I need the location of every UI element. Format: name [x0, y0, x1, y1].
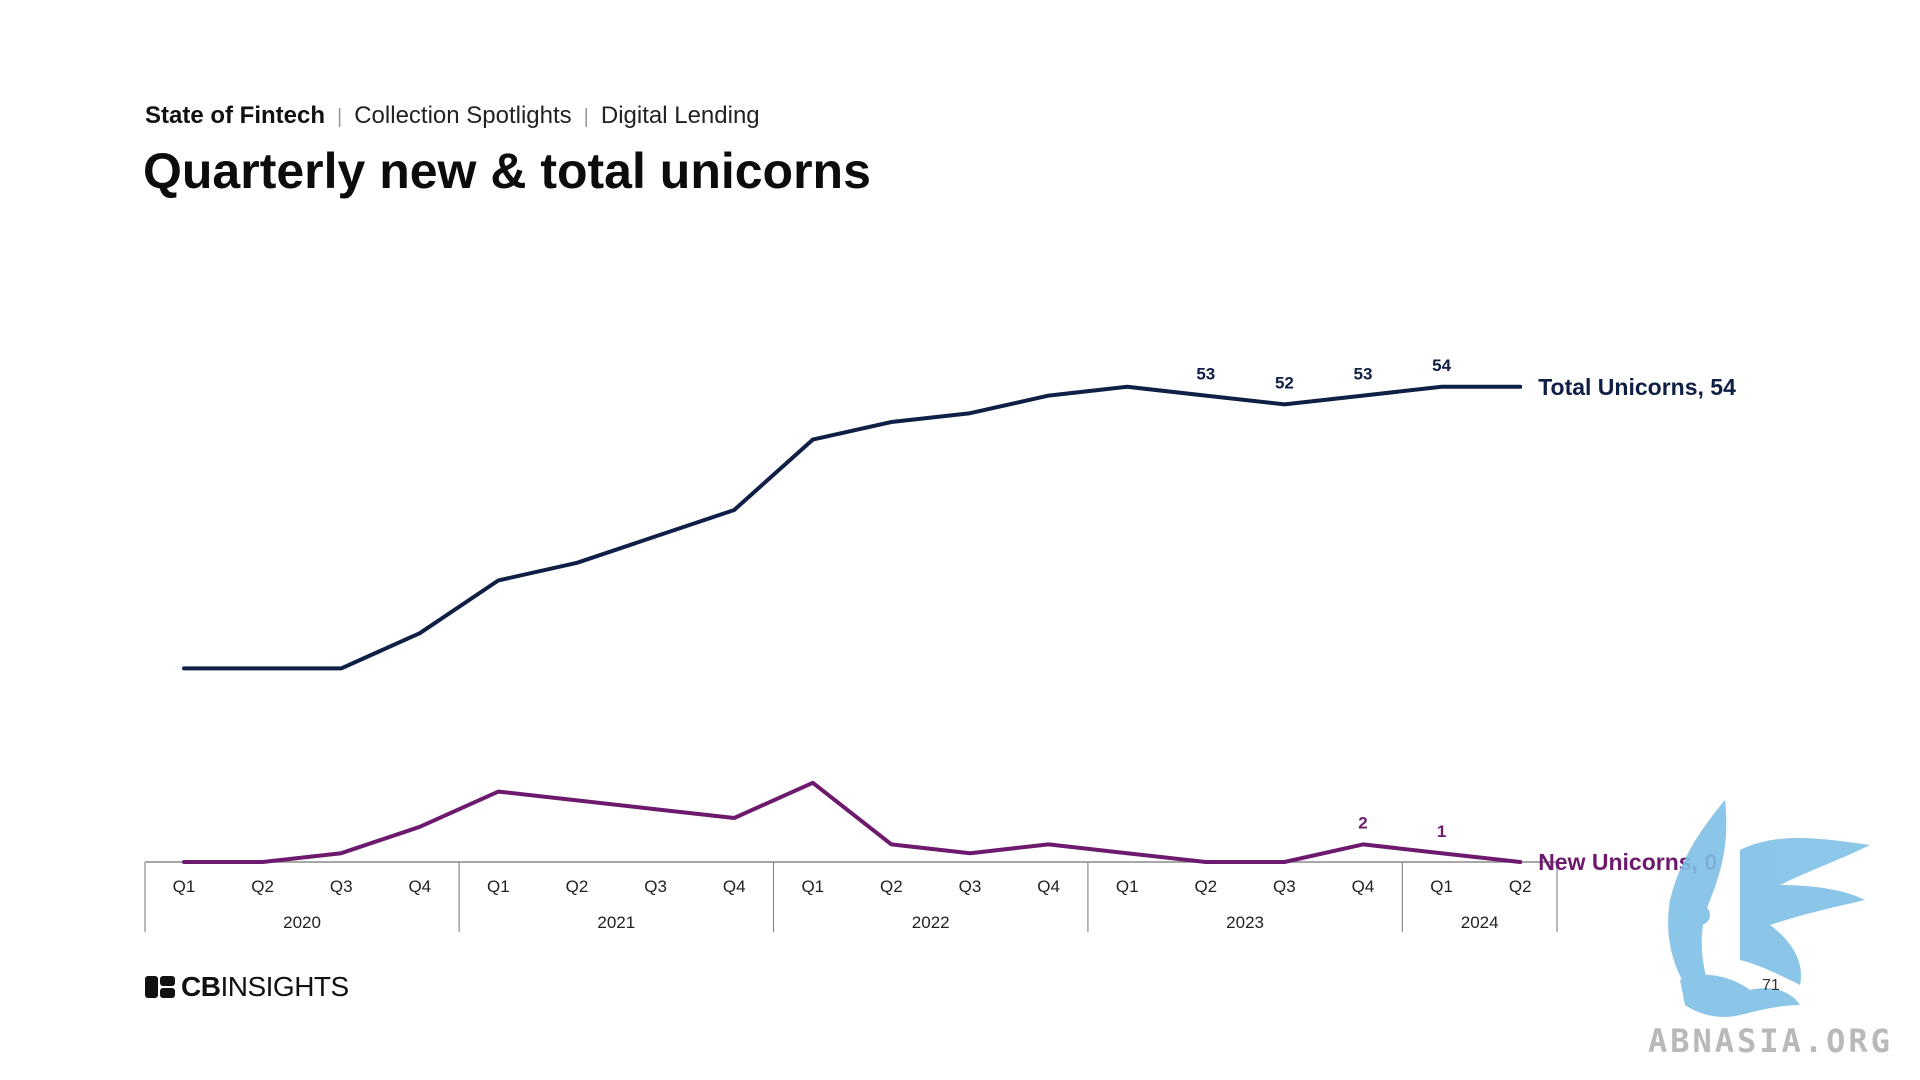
x-tick-label: Q1 [487, 877, 510, 896]
cb-insights-icon [145, 976, 175, 998]
brand-name-bold: CB [181, 971, 221, 1002]
new-unicorns-data-label: 1 [1437, 822, 1446, 841]
year-group-label: 2022 [912, 913, 950, 932]
total-unicorns-line [182, 384, 1523, 671]
breadcrumb-item-digital-lending: Digital Lending [600, 102, 760, 129]
year-group-label: 2021 [597, 913, 635, 932]
year-group-label: 2023 [1226, 913, 1264, 932]
brand-name: CBINSIGHTS [181, 972, 349, 1002]
total-unicorns-data-label: 53 [1196, 365, 1215, 384]
x-tick-label: Q1 [1116, 877, 1139, 896]
total-unicorns-data-label: 54 [1432, 356, 1451, 375]
x-tick-label: Q3 [1273, 877, 1296, 896]
brand-name-light: INSIGHTS [220, 971, 349, 1002]
x-tick-label: Q3 [959, 877, 982, 896]
x-tick-label: Q4 [1037, 877, 1060, 896]
page-title: Quarterly new & total unicorns [143, 143, 871, 199]
breadcrumb-root: State of Fintech [145, 102, 326, 129]
x-tick-label: Q1 [801, 877, 824, 896]
x-tick-label: Q4 [723, 877, 746, 896]
new-unicorns-data-label: 2 [1358, 813, 1367, 832]
x-tick-label: Q1 [173, 877, 196, 896]
x-tick-label: Q3 [644, 877, 667, 896]
x-tick-label: Q2 [880, 877, 903, 896]
breadcrumb: State of Fintech | Collection Spotlights | D… [145, 100, 760, 133]
page-number: 71 [1762, 977, 1780, 994]
total-unicorns-data-label: 52 [1275, 373, 1294, 392]
x-tick-label: Q2 [251, 877, 274, 896]
breadcrumb-separator: | [583, 106, 589, 128]
x-tick-label: Q2 [566, 877, 589, 896]
year-group-label: 2024 [1461, 913, 1499, 932]
cb-insights-logo: CBINSIGHTS [145, 972, 349, 1002]
year-group-label: 2020 [283, 913, 321, 932]
x-tick-label: Q2 [1194, 877, 1217, 896]
breadcrumb-item-collection-spotlights: Collection Spotlights [354, 102, 572, 129]
x-tick-label: Q3 [330, 877, 353, 896]
total-unicorns-end-label: Total Unicorns, 54 [1538, 374, 1736, 400]
watermark-text: ABNASIA.ORG [1648, 1022, 1893, 1060]
x-tick-label: Q1 [1430, 877, 1453, 896]
x-tick-label: Q2 [1509, 877, 1532, 896]
total-unicorns-data-label: 53 [1354, 365, 1373, 384]
breadcrumb-separator: | [337, 106, 343, 128]
x-tick-label: Q4 [408, 877, 431, 896]
x-tick-label: Q4 [1352, 877, 1375, 896]
new-unicorns-line [182, 780, 1523, 864]
griffin-logo-icon [1668, 800, 1870, 1017]
